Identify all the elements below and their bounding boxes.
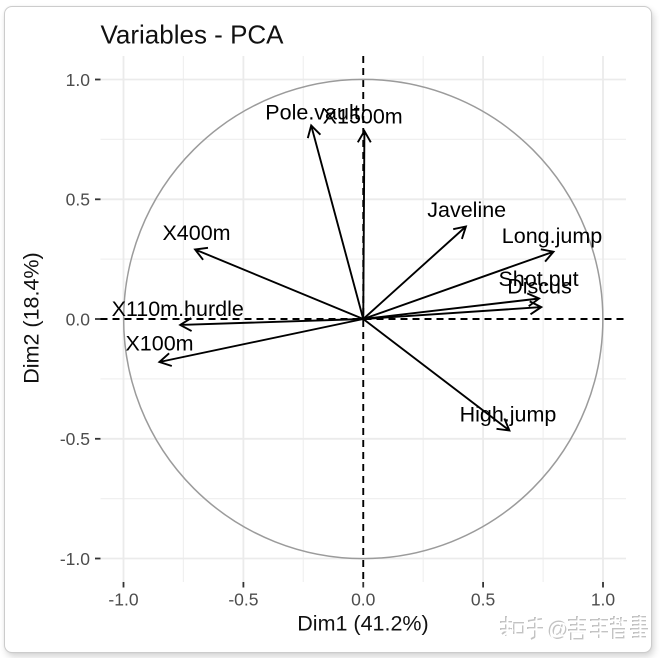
svg-text:0.5: 0.5 [471,589,495,609]
svg-text:-1.0: -1.0 [60,549,90,569]
svg-text:Shot.put: Shot.put [498,267,578,291]
svg-text:0.0: 0.0 [66,309,91,329]
svg-text:X400m: X400m [162,221,230,245]
svg-text:Dim2 (18.4%): Dim2 (18.4%) [20,252,44,383]
svg-text:X110m.hurdle: X110m.hurdle [112,297,244,321]
svg-text:1.0: 1.0 [66,70,91,90]
svg-text:@: @ [547,618,568,641]
svg-text:High.jump: High.jump [460,402,557,426]
svg-text:X1500m: X1500m [323,104,403,128]
svg-text:0.5: 0.5 [66,190,90,210]
svg-text:Discus: Discus [507,275,572,299]
svg-text:0.0: 0.0 [351,589,376,609]
svg-text:Pole.vault: Pole.vault [265,101,359,125]
svg-text:-1.0: -1.0 [108,589,138,609]
svg-text:Javeline: Javeline [427,198,506,222]
svg-text:Long.jump: Long.jump [502,224,602,248]
svg-text:X100m: X100m [125,332,193,356]
svg-text:Variables - PCA: Variables - PCA [101,20,285,50]
svg-text:@: @ [548,619,569,642]
svg-text:Dim1 (41.2%): Dim1 (41.2%) [297,612,428,636]
svg-text:-0.5: -0.5 [228,589,258,609]
svg-text:1.0: 1.0 [591,589,616,609]
svg-text:-0.5: -0.5 [60,429,90,449]
